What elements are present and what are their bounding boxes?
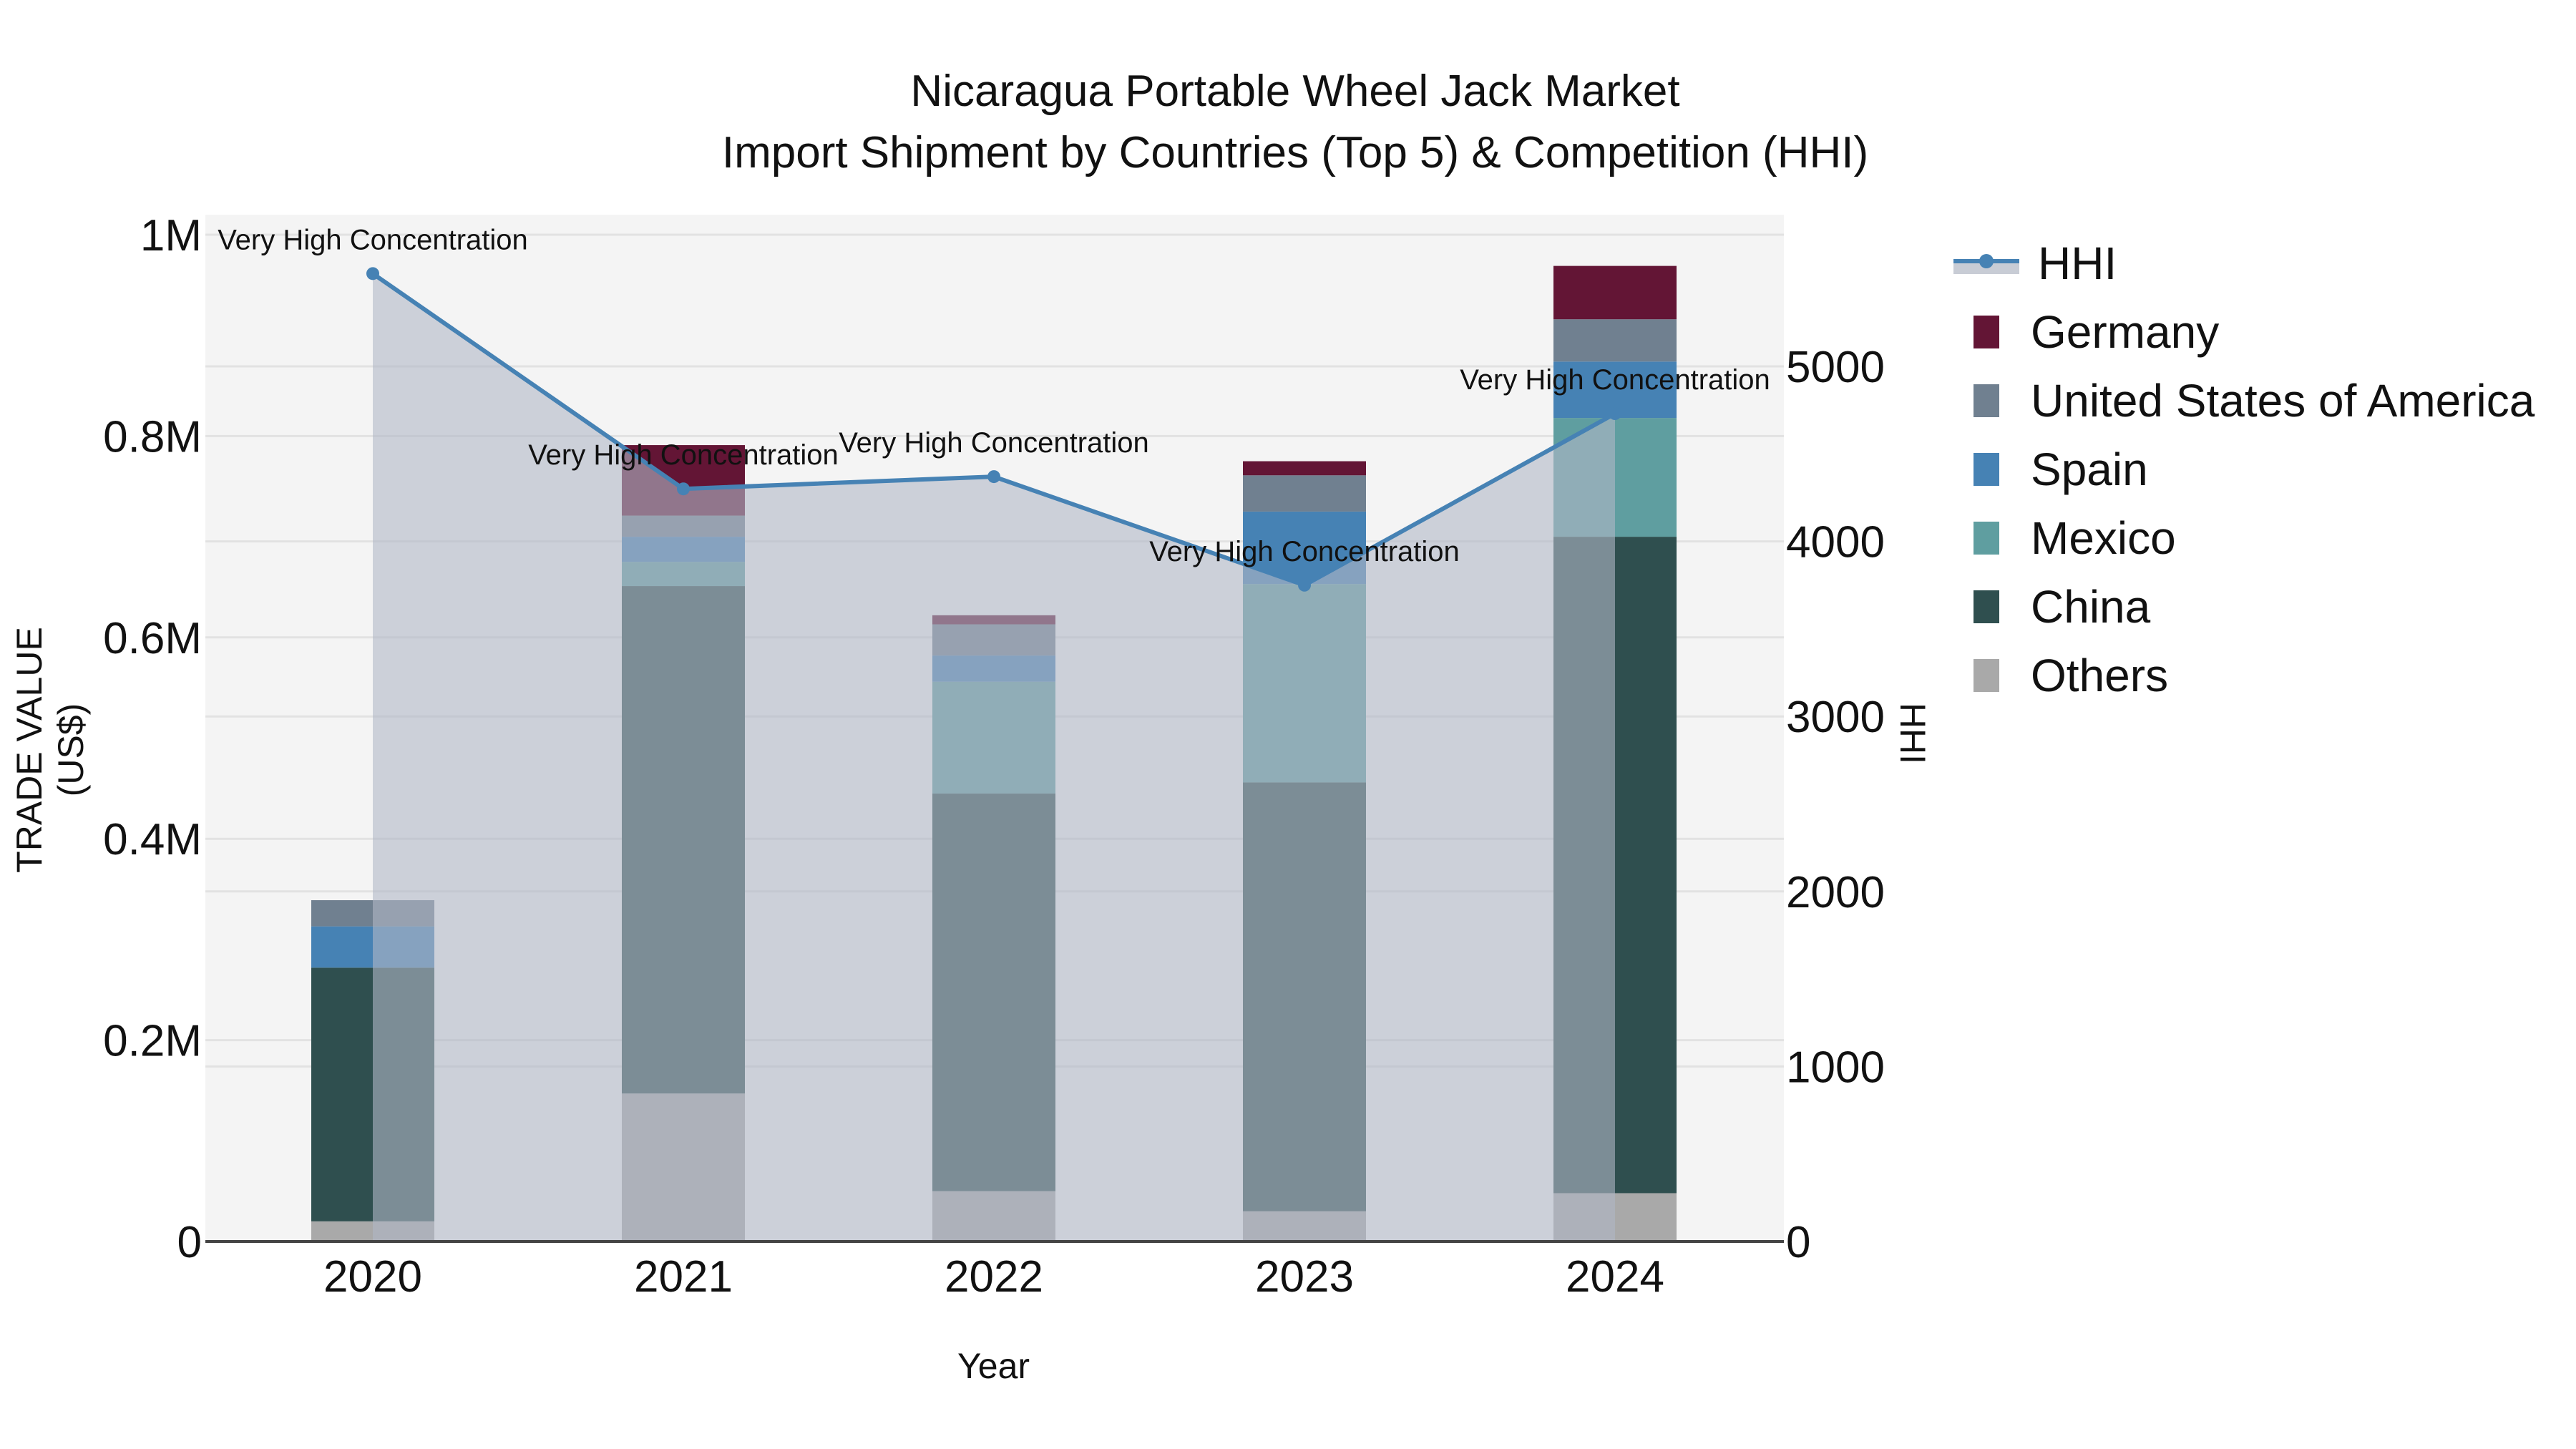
- x-tick-label: 2020: [323, 1252, 422, 1302]
- y-right-tick-label: 2000: [1786, 868, 1885, 917]
- legend: HHI Germany United States of America Spain M…: [1946, 229, 2534, 710]
- y-left-tick-label: 0.2M: [103, 1017, 202, 1066]
- bar-segment-united-states-of-america[interactable]: [1243, 475, 1366, 512]
- y-left-tick-label: 0.6M: [103, 614, 202, 663]
- legend-item-spain[interactable]: Spain: [1946, 435, 2534, 504]
- bar-segment-united-states-of-america[interactable]: [1553, 319, 1677, 362]
- hhi-area: [373, 273, 1615, 1241]
- hhi-marker[interactable]: [366, 267, 379, 280]
- legend-item-germany[interactable]: Germany: [1946, 298, 2534, 366]
- legend-item-united-states-of-america[interactable]: United States of America: [1946, 366, 2534, 435]
- square-swatch-icon: [1974, 384, 1999, 417]
- hhi-marker[interactable]: [987, 470, 1000, 484]
- hhi-annotation: Very High Concentration: [1149, 536, 1460, 567]
- y-left-tick-label: 0.4M: [103, 815, 202, 864]
- x-tick-label: 2022: [945, 1252, 1043, 1302]
- bar-segment-germany[interactable]: [1553, 265, 1677, 320]
- chart-title-line2: Import Shipment by Countries (Top 5) & C…: [721, 128, 1869, 177]
- y-right-tick-label: 5000: [1786, 343, 1885, 392]
- legend-label: Germany: [2031, 306, 2220, 358]
- x-tick-label: 2021: [634, 1252, 733, 1302]
- legend-label: China: [2031, 581, 2151, 633]
- y-left-tick-label: 0: [177, 1218, 202, 1267]
- x-axis-title: Year: [957, 1346, 1030, 1386]
- square-swatch-icon: [1974, 316, 1999, 348]
- hhi-annotation: Very High Concentration: [528, 439, 839, 471]
- hhi-marker[interactable]: [1609, 407, 1621, 421]
- y-left-axis-title: TRADE VALUE (US$): [9, 627, 91, 873]
- square-swatch-icon: [1974, 522, 1999, 555]
- chart-title-line1: Nicaragua Portable Wheel Jack Market: [910, 67, 1680, 116]
- hhi-annotation: Very High Concentration: [1460, 364, 1770, 396]
- legend-item-hhi[interactable]: HHI: [1946, 229, 2534, 298]
- y-right-tick-label: 3000: [1786, 693, 1885, 742]
- legend-item-others[interactable]: Others: [1946, 641, 2534, 710]
- y-left-tick-label: 1M: [140, 211, 202, 260]
- hhi-annotation: Very High Concentration: [218, 224, 528, 255]
- y-left-tick-label: 0.8M: [103, 412, 202, 462]
- hhi-marker[interactable]: [677, 482, 690, 496]
- x-tick-label: 2023: [1255, 1252, 1354, 1302]
- y-right-tick-label: 4000: [1786, 518, 1885, 567]
- legend-item-china[interactable]: China: [1946, 572, 2534, 641]
- square-swatch-icon: [1974, 453, 1999, 486]
- hhi-annotation: Very High Concentration: [839, 427, 1149, 459]
- legend-label: Others: [2031, 650, 2169, 701]
- y-right-tick-label: 0: [1786, 1218, 1810, 1267]
- square-swatch-icon: [1974, 659, 1999, 692]
- y-right-axis-title: HHI: [1893, 702, 1933, 765]
- y-right-tick-label: 1000: [1786, 1043, 1885, 1092]
- legend-label: United States of America: [2031, 375, 2535, 426]
- legend-item-mexico[interactable]: Mexico: [1946, 504, 2534, 572]
- x-tick-label: 2024: [1566, 1252, 1664, 1302]
- legend-label: HHI: [2038, 238, 2117, 289]
- hhi-marker[interactable]: [1298, 578, 1311, 592]
- legend-label: Mexico: [2031, 512, 2176, 564]
- legend-label: Spain: [2031, 444, 2148, 495]
- bar-segment-germany[interactable]: [1243, 461, 1366, 476]
- square-swatch-icon: [1974, 590, 1999, 623]
- line-marker-icon: [1953, 253, 2019, 274]
